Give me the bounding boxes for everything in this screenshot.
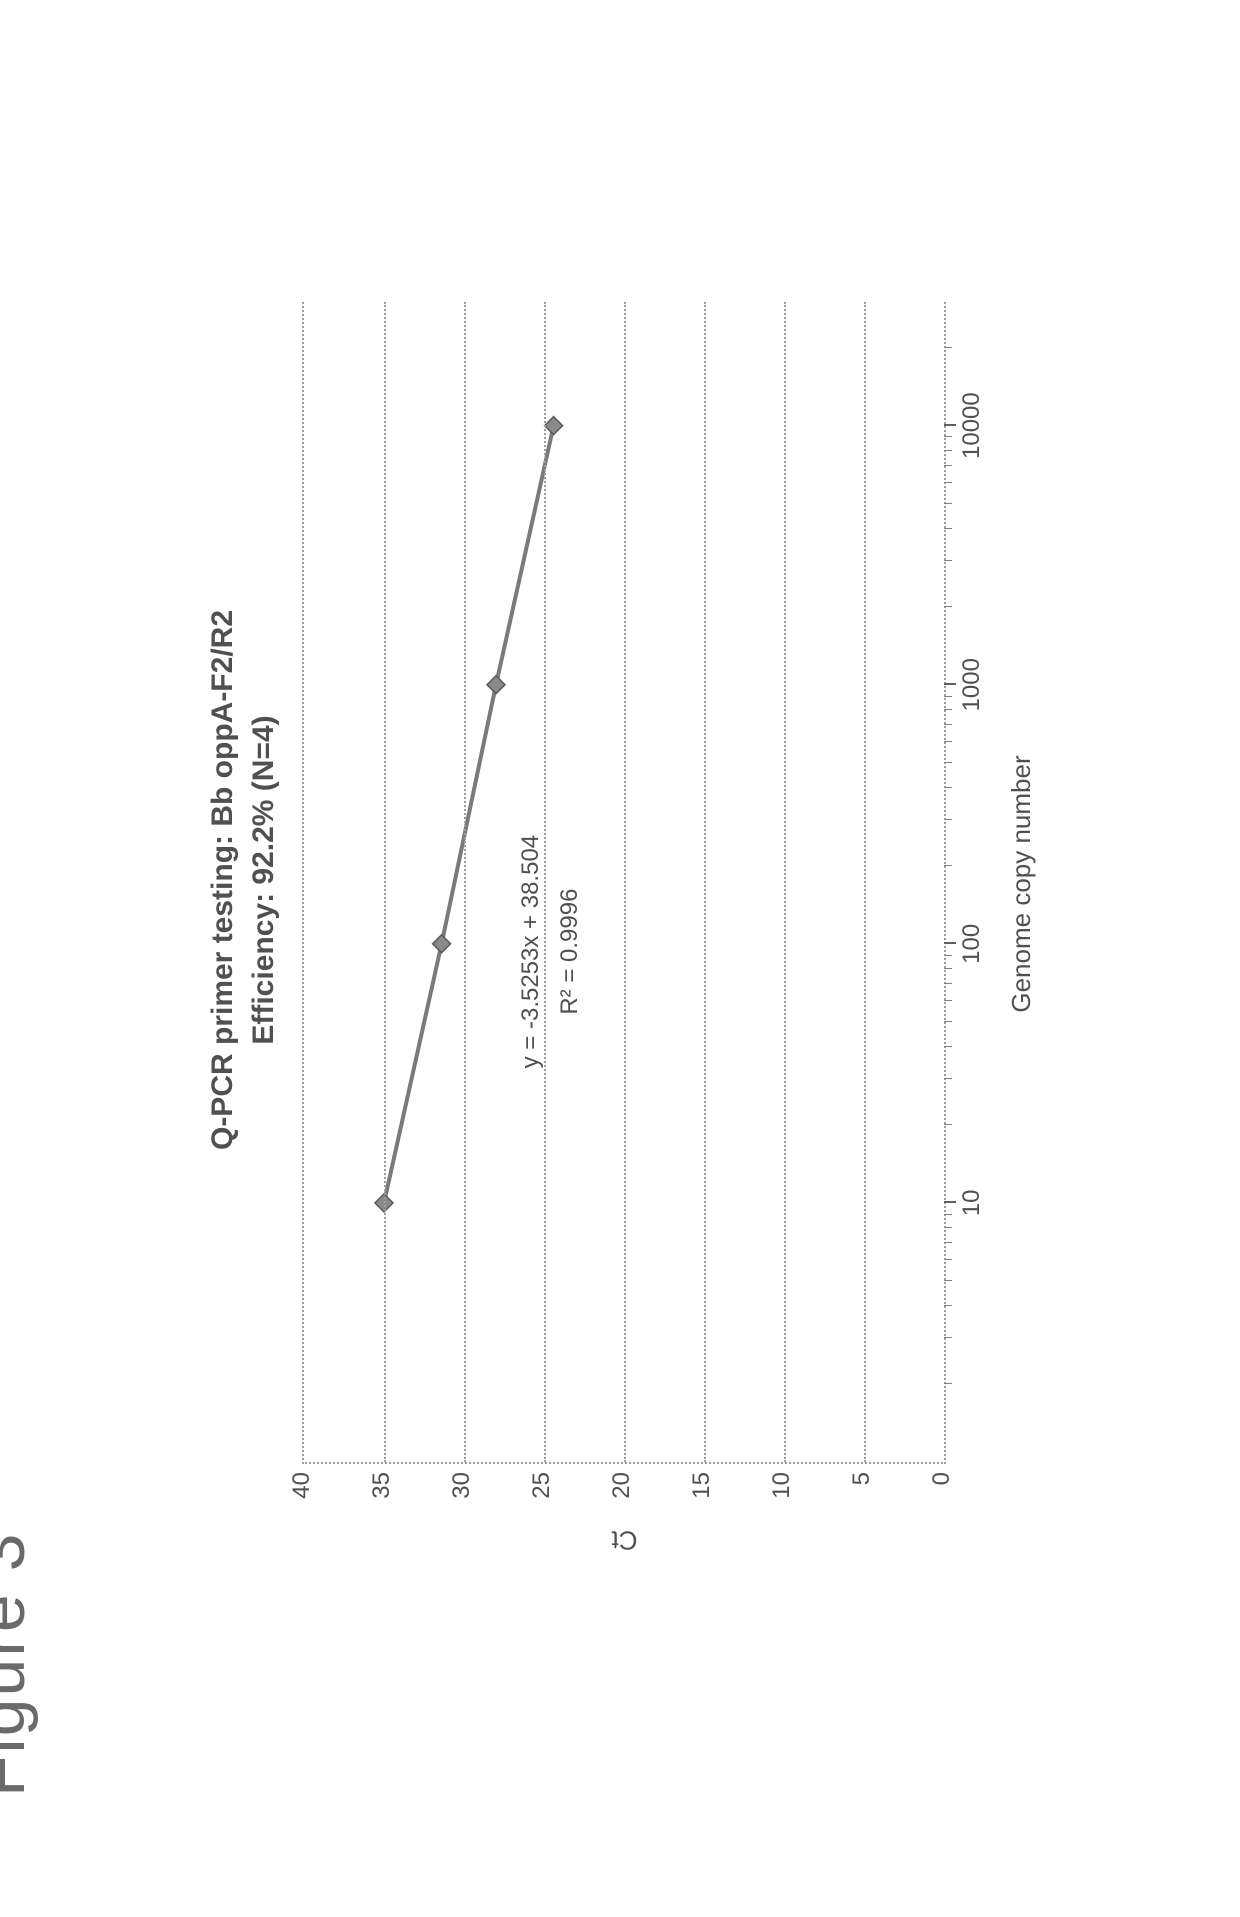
data-marker bbox=[545, 417, 563, 435]
y-tick-label: 30 bbox=[448, 1472, 476, 1499]
x-tick-label: 10000 bbox=[958, 392, 986, 459]
y-tick-label: 10 bbox=[768, 1472, 796, 1499]
x-minor-tick bbox=[944, 1337, 952, 1338]
x-tick-label: 1000 bbox=[958, 658, 986, 711]
y-tick-label: 15 bbox=[688, 1472, 716, 1499]
data-marker bbox=[433, 935, 451, 953]
x-minor-tick bbox=[944, 482, 952, 483]
x-minor-tick bbox=[944, 347, 952, 348]
x-minor-tick bbox=[944, 1280, 952, 1281]
x-minor-tick bbox=[944, 1124, 952, 1125]
x-major-tick bbox=[944, 683, 956, 685]
y-tick-label: 0 bbox=[928, 1472, 956, 1485]
rotated-chart-wrapper: Q-PCR primer testing: Bb oppA-F2/R2 Effi… bbox=[203, 200, 1037, 1560]
x-minor-tick bbox=[944, 1214, 952, 1215]
x-minor-tick bbox=[944, 696, 952, 697]
y-tick-label: 25 bbox=[528, 1472, 556, 1499]
x-minor-tick bbox=[944, 709, 952, 710]
chart: Q-PCR primer testing: Bb oppA-F2/R2 Effi… bbox=[203, 200, 1037, 1560]
x-minor-tick bbox=[944, 724, 952, 725]
x-minor-tick bbox=[944, 762, 952, 763]
x-tick-label: 100 bbox=[958, 924, 986, 964]
x-minor-tick bbox=[944, 1383, 952, 1384]
chart-annotation: y = -3.5253x + 38.504 bbox=[517, 835, 545, 1069]
x-minor-tick bbox=[944, 819, 952, 820]
x-minor-tick bbox=[944, 955, 952, 956]
x-major-tick bbox=[944, 1201, 956, 1203]
figure-label: Figure 3 bbox=[0, 1532, 40, 1797]
page: Figure 3 Q-PCR primer testing: Bb oppA-F… bbox=[0, 0, 1240, 1917]
y-axis-label: Ct bbox=[302, 1520, 946, 1560]
y-tick-label: 20 bbox=[608, 1472, 636, 1499]
x-minor-tick bbox=[944, 741, 952, 742]
chart-title: Q-PCR primer testing: Bb oppA-F2/R2 Effi… bbox=[203, 200, 284, 1560]
x-minor-tick bbox=[944, 606, 952, 607]
plot-area: 10100100010000y = -3.5253x + 38.504R² = … bbox=[302, 302, 946, 1464]
gridline-horizontal bbox=[464, 302, 466, 1462]
x-tick-label: 10 bbox=[958, 1190, 986, 1217]
x-minor-tick bbox=[944, 503, 952, 504]
x-minor-tick bbox=[944, 528, 952, 529]
x-minor-tick bbox=[944, 983, 952, 984]
gridline-horizontal bbox=[784, 302, 786, 1462]
y-tick-label: 35 bbox=[368, 1472, 396, 1499]
gridline-horizontal bbox=[864, 302, 866, 1462]
x-minor-tick bbox=[944, 787, 952, 788]
x-minor-tick bbox=[944, 1242, 952, 1243]
gridline-horizontal bbox=[704, 302, 706, 1462]
x-minor-tick bbox=[944, 450, 952, 451]
x-minor-tick bbox=[944, 1227, 952, 1228]
x-minor-tick bbox=[944, 968, 952, 969]
x-minor-tick bbox=[944, 436, 952, 437]
y-tick-label: 40 bbox=[288, 1472, 316, 1499]
chart-annotation: R² = 0.9996 bbox=[556, 889, 584, 1015]
plot-area-outer: Ct 0510152025303540 10100100010000y = -3… bbox=[302, 200, 946, 1560]
x-minor-tick bbox=[944, 1000, 952, 1001]
x-major-tick bbox=[944, 424, 956, 426]
x-minor-tick bbox=[944, 1021, 952, 1022]
chart-title-line2: Efficiency: 92.2% (N=4) bbox=[244, 200, 285, 1560]
x-minor-tick bbox=[944, 1046, 952, 1047]
x-minor-tick bbox=[944, 465, 952, 466]
x-minor-tick bbox=[944, 1305, 952, 1306]
x-minor-tick bbox=[944, 1259, 952, 1260]
x-major-tick bbox=[944, 942, 956, 944]
x-minor-tick bbox=[944, 1078, 952, 1079]
x-minor-tick bbox=[944, 865, 952, 866]
x-minor-tick bbox=[944, 560, 952, 561]
gridline-horizontal bbox=[384, 302, 386, 1462]
gridline-horizontal bbox=[624, 302, 626, 1462]
y-axis-ticks: 0510152025303540 bbox=[302, 1464, 942, 1520]
x-axis-label: Genome copy number bbox=[1006, 304, 1037, 1464]
series-line bbox=[384, 426, 554, 1203]
y-tick-label: 5 bbox=[848, 1472, 876, 1485]
y-axis-label-text: Ct bbox=[611, 1525, 637, 1556]
chart-title-line1: Q-PCR primer testing: Bb oppA-F2/R2 bbox=[203, 200, 244, 1560]
data-marker bbox=[487, 676, 505, 694]
